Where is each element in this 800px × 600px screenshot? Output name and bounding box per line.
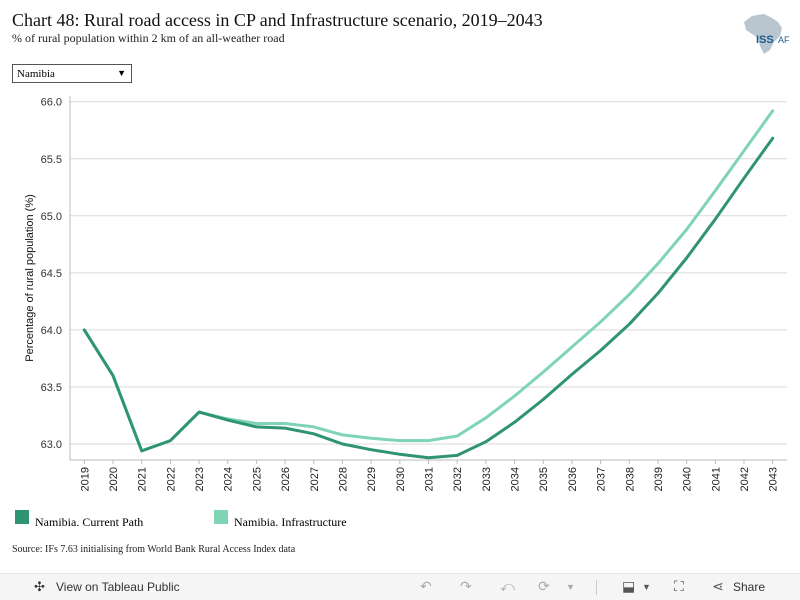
logo-text: ISS <box>756 34 774 46</box>
x-tick-label: 2042 <box>739 467 751 491</box>
x-tick-label: 2030 <box>395 467 407 491</box>
country-select[interactable]: Namibia ▼ <box>12 64 132 83</box>
iss-logo[interactable]: ISS AFI <box>738 12 792 56</box>
y-tick-label: 65.0 <box>41 211 62 223</box>
x-tick-label: 2041 <box>710 467 722 491</box>
fullscreen-icon[interactable]: ⛶ <box>674 578 684 594</box>
x-tick-label: 2029 <box>366 467 378 491</box>
line-chart[interactable]: 63.0 63.5 64.0 64.5 65.0 65.5 66.0 2019 2020 2021… <box>0 90 800 495</box>
x-tick-label: 2031 <box>424 467 436 491</box>
x-tick-label: 2035 <box>538 467 550 491</box>
x-tick-label: 2033 <box>481 467 493 491</box>
source-note: Source: IFs 7.63 initialising from World… <box>12 544 296 555</box>
x-tick-label: 2019 <box>79 467 91 491</box>
logo-suffix: AFI <box>778 35 790 45</box>
chart-title: Chart 48: Rural road access in CP and In… <box>12 10 543 30</box>
x-tick-label: 2027 <box>309 467 321 491</box>
country-select-value: Namibia <box>17 68 55 80</box>
x-tick-label: 2025 <box>251 467 263 491</box>
legend-swatch-current-path <box>15 510 29 524</box>
x-tick-label: 2020 <box>108 467 120 491</box>
x-tick-label: 2039 <box>653 467 665 491</box>
y-tick-label: 66.0 <box>41 97 62 109</box>
view-on-tableau-link[interactable]: View on Tableau Public <box>56 580 180 594</box>
y-axis-label: Percentage of rural population (%) <box>24 194 36 362</box>
legend-label-current-path: Namibia. Current Path <box>35 515 144 529</box>
x-tick-label: 2037 <box>596 467 608 491</box>
x-tick-label: 2032 <box>452 467 464 491</box>
x-tick-label: 2028 <box>337 467 349 491</box>
chevron-down-icon: ▼ <box>117 68 126 78</box>
chevron-down-icon[interactable]: ▼ <box>642 582 651 592</box>
legend-swatch-infrastructure <box>214 510 228 524</box>
x-tick-label: 2038 <box>624 467 636 491</box>
redo-icon[interactable]: ↷ <box>460 578 472 594</box>
tableau-icon[interactable]: ✣ <box>34 579 45 594</box>
y-tick-label: 65.5 <box>41 154 62 166</box>
download-icon[interactable]: ⬓ <box>622 578 636 594</box>
revert-icon[interactable]: ⤺ <box>500 578 515 594</box>
y-tick-label: 63.5 <box>41 382 62 394</box>
share-icon[interactable]: ⋖ <box>712 578 724 594</box>
share-button[interactable]: Share <box>733 580 766 594</box>
series-line-current-path[interactable] <box>82 136 775 460</box>
x-tick-label: 2040 <box>682 467 694 491</box>
chart-subtitle: % of rural population within 2 km of an … <box>12 31 285 45</box>
toolbar-divider <box>596 580 597 595</box>
y-tick-label: 64.5 <box>41 268 62 280</box>
y-tick-label: 63.0 <box>41 439 62 451</box>
x-tick-label: 2023 <box>194 467 206 491</box>
x-tick-label: 2036 <box>567 467 579 491</box>
undo-icon[interactable]: ↶ <box>420 578 432 594</box>
x-tick-label: 2026 <box>280 467 292 491</box>
x-tick-label: 2021 <box>137 467 149 491</box>
y-tick-label: 64.0 <box>41 325 62 337</box>
tableau-toolbar: ✣ View on Tableau Public ↶ ↷ ⤺ ⟳ ▼ ⬓ ▼ ⛶… <box>0 573 800 600</box>
refresh-icon[interactable]: ⟳ <box>538 578 550 594</box>
x-tick-label: 2034 <box>510 467 522 491</box>
legend-label-infrastructure: Namibia. Infrastructure <box>234 515 347 529</box>
africa-map-icon: ISS AFI <box>744 14 792 54</box>
x-tick-label: 2024 <box>223 467 235 491</box>
x-tick-label: 2022 <box>165 467 177 491</box>
x-tick-label: 2043 <box>768 467 780 491</box>
chevron-down-icon[interactable]: ▼ <box>566 582 575 592</box>
